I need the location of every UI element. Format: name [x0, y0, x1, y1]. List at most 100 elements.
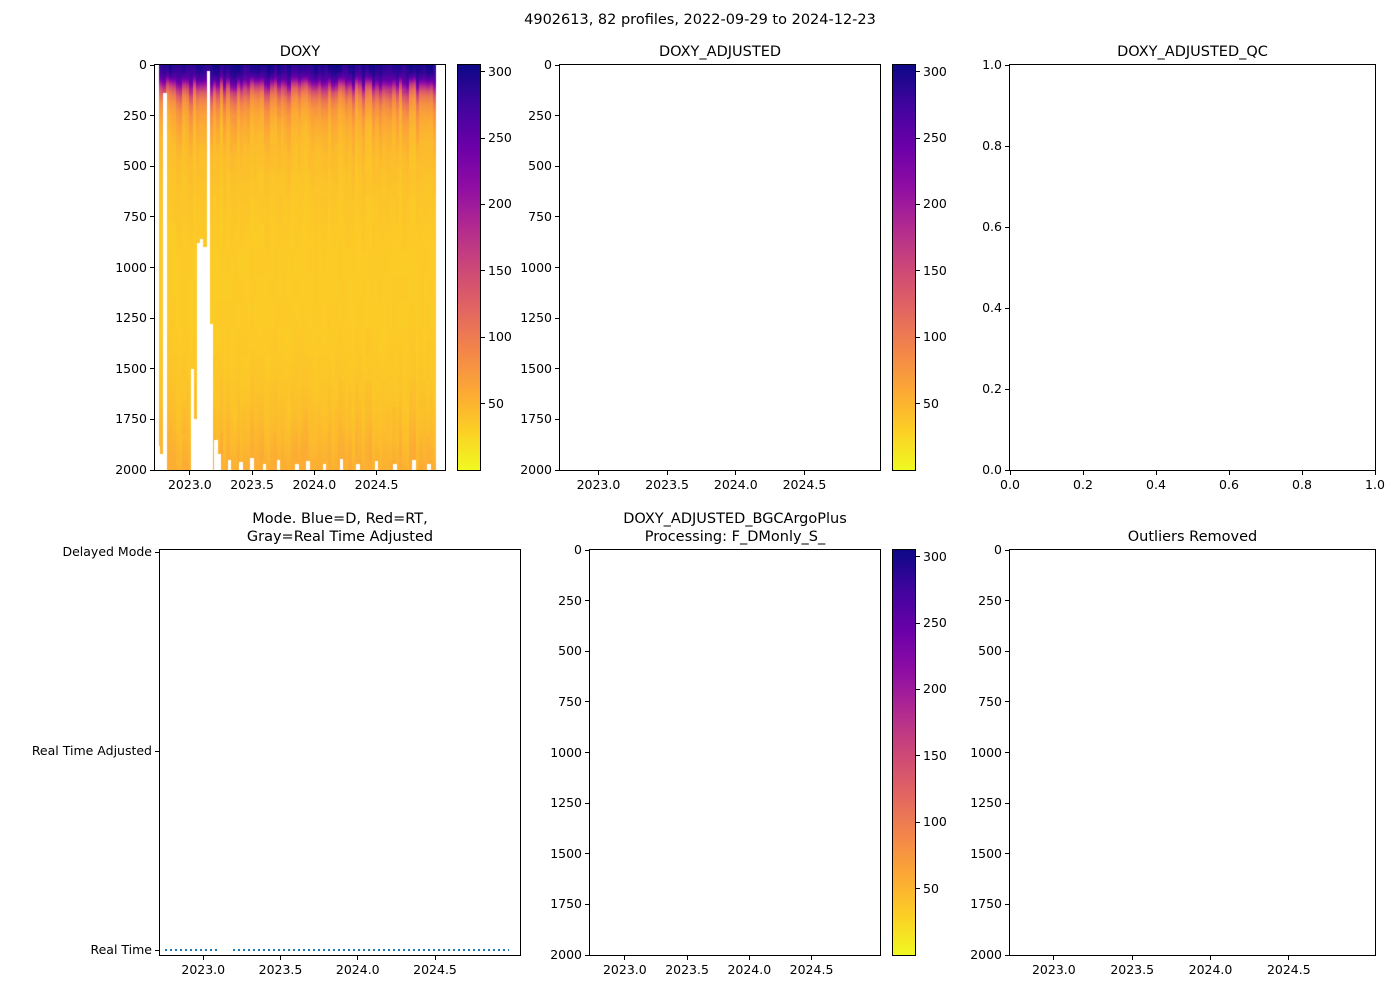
- x-tick-label: 2023.5: [645, 477, 689, 492]
- bgc-plot-area: [589, 549, 881, 956]
- outliers-plot-area: [1009, 549, 1376, 956]
- colorbar-tick-label: 250: [923, 615, 947, 631]
- colorbar-tick-label: 50: [923, 395, 939, 411]
- x-tick-mark: [1301, 471, 1303, 475]
- y-tick-mark: [155, 551, 159, 553]
- colorbar-tick-label: 250: [488, 130, 512, 146]
- x-tick-label: 2024.0: [1188, 962, 1233, 977]
- x-tick-mark: [280, 956, 281, 960]
- y-tick-label: 750: [528, 208, 552, 224]
- subplot-title-mode-line1: Mode. Blue=D, Red=RT,: [252, 511, 428, 527]
- y-tick-label: 2000: [520, 462, 552, 477]
- x-tick-mark: [376, 471, 378, 475]
- y-tick-label: 1250: [550, 795, 582, 811]
- x-tick-mark: [1210, 956, 1211, 960]
- mode-real-time-line: [164, 949, 219, 952]
- y-tick-mark: [1005, 226, 1009, 228]
- subplot-title-bgc-line1: DOXY_ADJUSTED_BGCArgoPlus: [623, 511, 847, 527]
- x-tick-label: 1.0: [1365, 477, 1385, 492]
- colorbar-tick-mark: [481, 403, 485, 405]
- x-tick-label: 0.4: [1146, 477, 1166, 492]
- y-tick-label: 1500: [970, 845, 1002, 861]
- x-tick-label: 2024.0: [713, 477, 758, 492]
- y-tick-label: 1500: [550, 845, 582, 861]
- y-tick-label: 750: [123, 208, 147, 224]
- y-tick-label: 0.6: [982, 219, 1002, 234]
- doxy-adjusted-colorbar: [892, 64, 916, 471]
- y-tick-label: 0.0: [982, 462, 1002, 477]
- y-tick-mark: [150, 418, 154, 420]
- y-tick-mark: [555, 368, 559, 370]
- y-tick-mark: [555, 165, 559, 167]
- y-tick-mark: [150, 165, 154, 167]
- colorbar-tick-mark: [916, 755, 920, 757]
- colorbar-tick-label: 50: [923, 880, 939, 896]
- subplot-title-mode-line2: Gray=Real Time Adjusted: [246, 529, 434, 545]
- y-tick-label: 750: [558, 693, 582, 709]
- y-tick-mark: [585, 701, 589, 703]
- colorbar-tick-mark: [916, 336, 920, 338]
- y-tick-label: 0: [994, 542, 1002, 557]
- y-tick-mark: [585, 853, 589, 855]
- y-tick-mark: [585, 600, 589, 602]
- doxy-heatmap-canvas: [155, 65, 445, 470]
- y-tick-mark: [1005, 802, 1009, 804]
- y-tick-label: 1500: [520, 360, 552, 376]
- x-tick-label: 2023.5: [665, 962, 709, 977]
- colorbar-tick-label: 250: [923, 130, 947, 146]
- colorbar-tick-mark: [916, 688, 920, 690]
- y-tick-mark: [585, 752, 589, 753]
- x-tick-mark: [357, 956, 359, 960]
- x-tick-label: 0.2: [1073, 477, 1093, 492]
- colorbar-tick-mark: [916, 622, 920, 624]
- x-tick-mark: [1155, 471, 1157, 475]
- y-tick-mark: [555, 115, 559, 117]
- y-tick-mark: [150, 469, 154, 471]
- y-tick-label: 0: [544, 57, 552, 72]
- y-tick-mark: [1005, 954, 1009, 956]
- colorbar-tick-mark: [916, 821, 920, 823]
- colorbar-tick-mark: [481, 270, 485, 272]
- y-tick-label: 1000: [520, 259, 552, 275]
- y-tick-mark: [1005, 388, 1009, 390]
- colorbar-tick-label: 200: [923, 196, 947, 212]
- x-tick-mark: [1082, 471, 1084, 475]
- y-tick-label: 1750: [115, 411, 147, 427]
- y-tick-mark: [150, 317, 154, 319]
- colorbar-tick-label: 300: [488, 63, 512, 79]
- x-tick-mark: [1288, 956, 1290, 960]
- x-tick-mark: [1374, 471, 1376, 475]
- colorbar-tick-label: 100: [923, 814, 947, 830]
- x-tick-label: 2023.0: [1031, 962, 1076, 977]
- colorbar-tick-label: 100: [923, 329, 947, 345]
- y-category-label: Real Time: [90, 942, 152, 958]
- y-tick-mark: [585, 802, 589, 804]
- y-tick-label: 250: [558, 592, 582, 608]
- y-tick-label: 1750: [520, 411, 552, 427]
- x-tick-label: 2023.5: [1110, 962, 1155, 977]
- y-tick-mark: [585, 549, 589, 551]
- y-tick-mark: [1005, 549, 1009, 551]
- x-tick-mark: [686, 956, 688, 960]
- y-tick-mark: [555, 216, 559, 218]
- x-tick-label: 0.6: [1219, 477, 1239, 492]
- y-tick-mark: [1005, 469, 1009, 471]
- mode-plot-area: [159, 549, 521, 956]
- subplot-title-doxy: DOXY: [279, 44, 321, 60]
- colorbar-tick-label: 50: [488, 395, 504, 411]
- y-tick-label: 0: [574, 542, 582, 557]
- x-tick-label: 2024.5: [413, 962, 457, 977]
- x-tick-mark: [624, 956, 626, 960]
- x-tick-label: 2024.5: [782, 477, 827, 492]
- doxy-colorbar: [457, 64, 481, 471]
- x-tick-label: 2024.5: [789, 962, 834, 977]
- doxy-adjusted-qc-plot-area: [1009, 64, 1376, 471]
- x-tick-label: 2023.0: [602, 962, 647, 977]
- x-tick-mark: [202, 956, 204, 960]
- y-tick-mark: [155, 750, 159, 752]
- y-tick-mark: [150, 115, 154, 117]
- subplot-title-bgc-line2: Processing: F_DMonly_S_: [644, 529, 826, 545]
- y-tick-label: 1000: [550, 744, 582, 760]
- y-tick-label: 500: [558, 643, 582, 659]
